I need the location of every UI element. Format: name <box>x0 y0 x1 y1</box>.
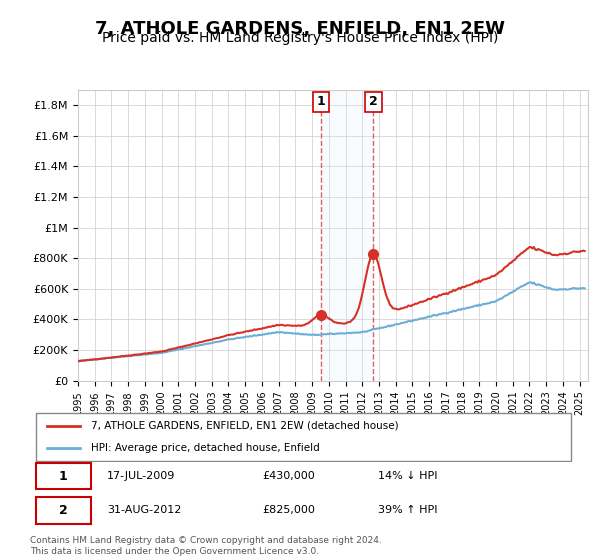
Text: 7, ATHOLE GARDENS, ENFIELD, EN1 2EW: 7, ATHOLE GARDENS, ENFIELD, EN1 2EW <box>95 20 505 38</box>
Text: Contains HM Land Registry data © Crown copyright and database right 2024.
This d: Contains HM Land Registry data © Crown c… <box>30 536 382 556</box>
Text: 1: 1 <box>59 469 67 483</box>
FancyBboxPatch shape <box>35 463 91 489</box>
Text: 14% ↓ HPI: 14% ↓ HPI <box>378 471 437 481</box>
Text: £825,000: £825,000 <box>262 505 315 515</box>
FancyBboxPatch shape <box>35 497 91 524</box>
Text: 31-AUG-2012: 31-AUG-2012 <box>107 505 182 515</box>
Text: 2: 2 <box>59 504 67 517</box>
Text: 1: 1 <box>317 95 326 109</box>
Text: 2: 2 <box>369 95 378 109</box>
Text: HPI: Average price, detached house, Enfield: HPI: Average price, detached house, Enfi… <box>91 443 319 453</box>
Text: 7, ATHOLE GARDENS, ENFIELD, EN1 2EW (detached house): 7, ATHOLE GARDENS, ENFIELD, EN1 2EW (det… <box>91 421 398 431</box>
FancyBboxPatch shape <box>35 413 571 461</box>
Bar <box>321 90 373 381</box>
Text: 39% ↑ HPI: 39% ↑ HPI <box>378 505 437 515</box>
Text: Price paid vs. HM Land Registry's House Price Index (HPI): Price paid vs. HM Land Registry's House … <box>102 31 498 45</box>
Text: 17-JUL-2009: 17-JUL-2009 <box>107 471 176 481</box>
Text: £430,000: £430,000 <box>262 471 314 481</box>
